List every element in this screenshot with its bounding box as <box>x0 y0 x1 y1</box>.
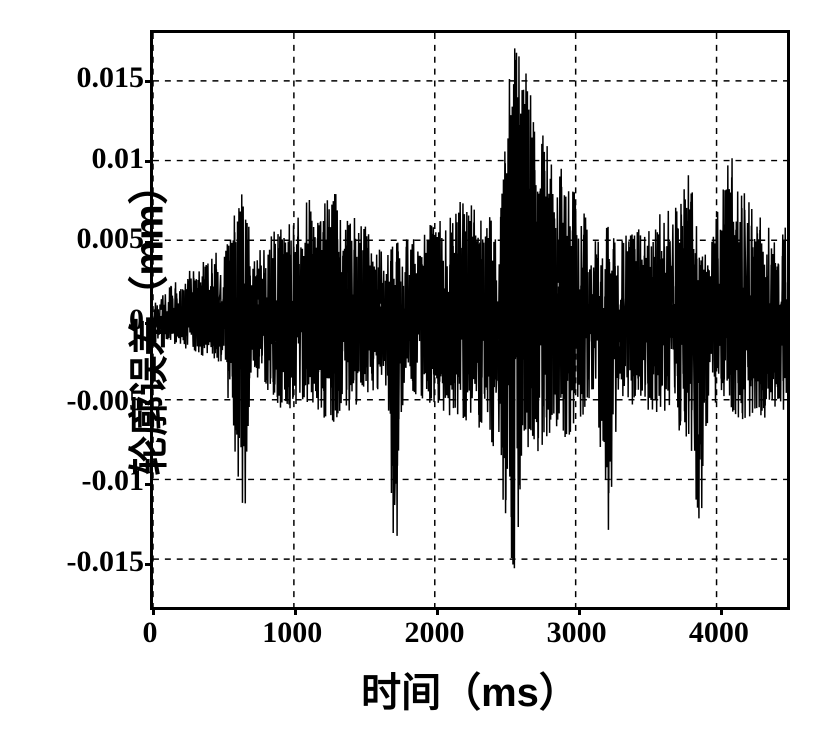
x-tick-label: 0 <box>143 616 158 650</box>
y-tick-label: 0.005 <box>4 222 144 256</box>
x-tick-label: 2000 <box>404 616 464 650</box>
x-axis-label: 时间（ms） <box>361 660 579 718</box>
chart-container: 轮廓误差（mm） 时间（ms） -0.015-0.01-0.00500.0050… <box>0 0 834 742</box>
y-tick-label: -0.01 <box>4 464 144 498</box>
x-tick-label: 4000 <box>689 616 749 650</box>
plot-area <box>150 30 790 610</box>
x-tick-label: 1000 <box>262 616 322 650</box>
y-tick-label: -0.005 <box>4 384 144 418</box>
y-tick-label: 0.015 <box>4 61 144 95</box>
x-tick-label: 3000 <box>547 616 607 650</box>
y-tick-label: 0 <box>4 303 144 337</box>
signal-plot <box>153 33 787 607</box>
y-tick-label: 0.01 <box>4 142 144 176</box>
y-tick-label: -0.015 <box>4 545 144 579</box>
